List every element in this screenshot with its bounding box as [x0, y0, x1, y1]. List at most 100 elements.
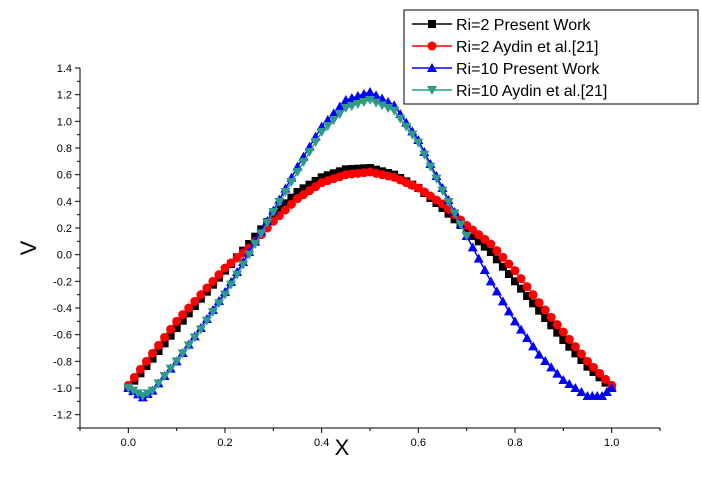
y-tick-label: 0.0 [57, 250, 72, 262]
legend-label: Ri=2 Aydin et al.[21] [456, 39, 598, 56]
data-point [510, 316, 520, 326]
data-point [540, 356, 551, 365]
data-point [443, 198, 454, 207]
data-point [292, 168, 303, 177]
data-point [256, 229, 267, 239]
data-point [517, 284, 526, 293]
legend-item: Ri=10 Aydin et al.[21] [412, 83, 607, 100]
data-point [449, 209, 460, 219]
data-point [601, 374, 611, 384]
data-point [141, 356, 151, 366]
data-point [589, 368, 598, 376]
data-point [558, 375, 569, 384]
data-point [244, 250, 255, 260]
data-point [328, 108, 339, 118]
data-point [340, 104, 351, 113]
data-point [461, 232, 472, 241]
data-point [606, 383, 617, 392]
data-point [534, 298, 544, 308]
data-point [310, 138, 321, 147]
data-point [183, 341, 194, 351]
legend-label: Ri=10 Present Work [456, 61, 600, 78]
data-point [347, 165, 356, 173]
data-point [353, 164, 362, 173]
data-point [589, 362, 599, 372]
data-point [480, 242, 489, 251]
data-point [498, 262, 507, 271]
data-point [389, 106, 400, 116]
data-point [160, 339, 169, 348]
x-tick-label: 0.6 [411, 437, 426, 449]
data-point [316, 128, 327, 137]
data-point [552, 368, 563, 378]
data-point [190, 302, 199, 310]
data-point [286, 178, 297, 187]
data-point [486, 239, 496, 249]
data-point [148, 354, 157, 363]
y-tick-label: 0.2 [57, 223, 72, 235]
data-point [473, 253, 484, 263]
data-point [504, 259, 514, 269]
data-point [165, 364, 176, 374]
data-point [583, 356, 592, 366]
data-point [413, 138, 424, 148]
data-point [142, 389, 153, 399]
legend-box [403, 9, 699, 105]
series-2 [123, 87, 617, 402]
legend-label: Ri=10 Aydin et al.[21] [456, 83, 607, 100]
data-point [305, 180, 314, 189]
data-point [497, 296, 508, 306]
data-point [153, 379, 164, 389]
data-point [570, 342, 580, 352]
data-point [577, 356, 586, 364]
data-point [328, 116, 339, 125]
data-point [546, 362, 557, 372]
chart-legend: Ri=2 Present Work Ri=2 Aydin et al.[21] Ri… [403, 9, 699, 105]
data-point [523, 292, 532, 300]
y-tick-label: -0.8 [53, 356, 72, 368]
data-point [226, 258, 236, 268]
data-point [529, 299, 538, 308]
data-point [467, 242, 478, 252]
y-tick-label: -0.2 [53, 276, 72, 288]
data-point [172, 316, 182, 326]
data-point [504, 270, 513, 278]
data-point [468, 232, 477, 240]
data-point [583, 362, 592, 371]
data-point [540, 305, 550, 315]
data-point [293, 188, 302, 196]
y-tick-label: -0.6 [53, 330, 72, 342]
data-point [365, 87, 375, 96]
data-point [425, 162, 436, 172]
data-point [450, 215, 459, 224]
data-point [334, 110, 345, 119]
data-point [280, 205, 290, 215]
data-point [189, 333, 200, 343]
legend-marker [427, 63, 437, 72]
data-point [474, 237, 483, 246]
data-point [571, 349, 580, 358]
data-point [196, 290, 206, 300]
data-point [178, 316, 187, 325]
data-point [498, 252, 508, 262]
data-point [486, 248, 495, 256]
x-tick-label: 0.4 [314, 437, 329, 449]
data-point [516, 274, 526, 284]
data-point [214, 270, 224, 280]
legend-item: Ri=2 Aydin et al.[21] [412, 39, 598, 56]
data-point [431, 174, 442, 184]
y-tick-label: -1.2 [53, 410, 72, 422]
data-point [528, 341, 539, 351]
data-point [559, 336, 568, 344]
data-point [485, 276, 496, 286]
data-point [154, 347, 163, 355]
legend-marker [428, 20, 436, 28]
y-axis-title: V [16, 240, 41, 255]
data-point [159, 372, 170, 381]
data-point [323, 171, 332, 180]
data-point [238, 260, 249, 270]
data-point [516, 324, 527, 334]
data-point [220, 290, 230, 300]
data-point [437, 186, 448, 196]
